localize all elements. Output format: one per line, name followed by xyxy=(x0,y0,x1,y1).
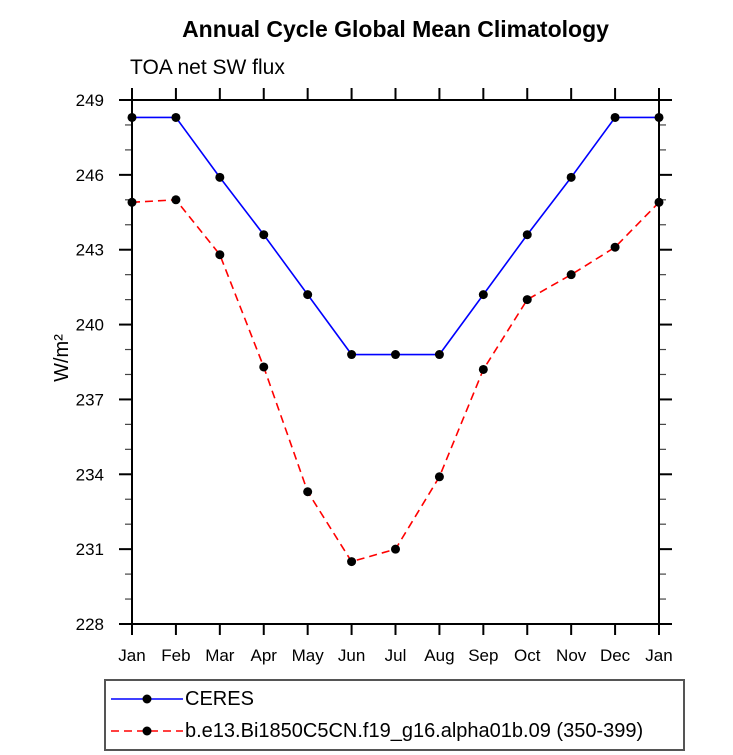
model-line-sample-icon xyxy=(111,726,183,736)
svg-text:Aug: Aug xyxy=(424,646,454,665)
svg-text:Jan: Jan xyxy=(645,646,672,665)
svg-text:243: 243 xyxy=(76,241,104,260)
legend-item-model: b.e13.Bi1850C5CN.f19_g16.alpha01b.09 (35… xyxy=(106,715,683,747)
svg-text:Apr: Apr xyxy=(251,646,278,665)
chart-subtitle: TOA net SW flux xyxy=(130,56,285,79)
legend: CERES b.e13.Bi1850C5CN.f19_g16.alpha01b.… xyxy=(104,679,685,751)
svg-text:249: 249 xyxy=(76,91,104,110)
chart-title: Annual Cycle Global Mean Climatology xyxy=(182,16,609,42)
svg-text:Jul: Jul xyxy=(385,646,407,665)
svg-text:228: 228 xyxy=(76,615,104,634)
svg-text:231: 231 xyxy=(76,540,104,559)
svg-text:Oct: Oct xyxy=(514,646,541,665)
legend-label-model: b.e13.Bi1850C5CN.f19_g16.alpha01b.09 (35… xyxy=(185,719,644,742)
svg-text:Sep: Sep xyxy=(468,646,498,665)
svg-text:246: 246 xyxy=(76,166,104,185)
svg-text:234: 234 xyxy=(76,465,104,484)
svg-text:Mar: Mar xyxy=(205,646,235,665)
svg-text:Dec: Dec xyxy=(600,646,631,665)
svg-text:237: 237 xyxy=(76,390,104,409)
plot-area: 228 231 234 237 240 243 246 249 Jan Feb Mar Apr May J… xyxy=(76,88,673,665)
svg-text:Jun: Jun xyxy=(338,646,365,665)
svg-text:240: 240 xyxy=(76,316,104,335)
svg-text:May: May xyxy=(292,646,325,665)
ceres-line-sample-icon xyxy=(111,694,183,704)
legend-label-ceres: CERES xyxy=(185,687,254,710)
svg-text:Jan: Jan xyxy=(118,646,145,665)
svg-text:Feb: Feb xyxy=(161,646,190,665)
svg-text:Nov: Nov xyxy=(556,646,587,665)
legend-item-ceres: CERES xyxy=(106,683,683,715)
